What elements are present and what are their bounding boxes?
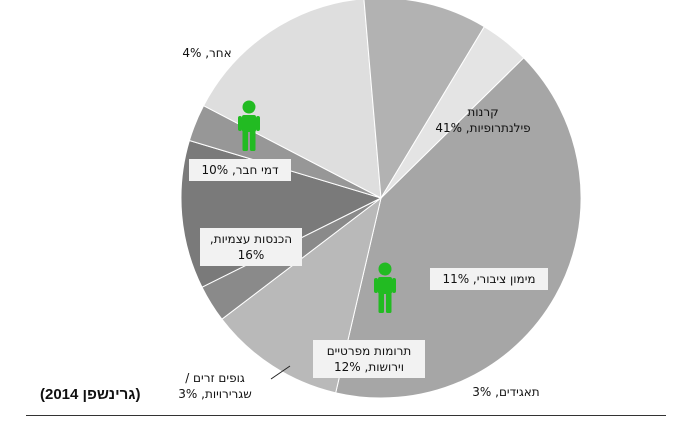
slice-label-line: תרומות מפרטיים [326,344,412,358]
slice-label: קרנות פילנתרופיות, 41% [420,104,546,136]
pie-slice [380,26,525,199]
pie-slice [363,0,485,200]
person-icon [374,262,396,313]
slice-label-line: קרנות [467,105,499,119]
slice-label: גופים זרים / שגרירויות, 3% [163,370,267,402]
slice-label-line: מימון ציבורי, 11% [442,272,536,286]
slice-label-line: 16% [237,248,265,262]
bottom-rule [26,415,666,416]
pie-slice [202,0,382,199]
slice-label-line: תאגידים, 3% [472,385,540,399]
slice-label: הכנסות עצמיות, 16% [200,228,302,266]
slice-label-line: גופים זרים / [185,371,245,385]
pie-slice [335,57,582,399]
source-citation: (גרינשפן 2014) [40,386,141,403]
slice-label: מימון ציבורי, 11% [430,268,548,290]
slice-label-line: וירושות, 12% [334,360,404,374]
slice-label-line: הכנסות עצמיות, [209,232,293,246]
person-icon [238,100,260,151]
slice-label-line: אחר, 4% [182,46,232,60]
slice-label: דמי חבר, 10% [189,159,291,181]
slice-label-line: פילנתרופיות, 41% [435,121,531,135]
slice-label: אחר, 4% [168,45,246,61]
slice-label: תאגידים, 3% [468,384,544,400]
slice-label-line: שגרירויות, 3% [178,387,252,401]
slice-label: תרומות מפרטיים וירושות, 12% [313,340,425,378]
leader-line [270,365,291,380]
slice-label-line: דמי חבר, 10% [201,163,279,177]
